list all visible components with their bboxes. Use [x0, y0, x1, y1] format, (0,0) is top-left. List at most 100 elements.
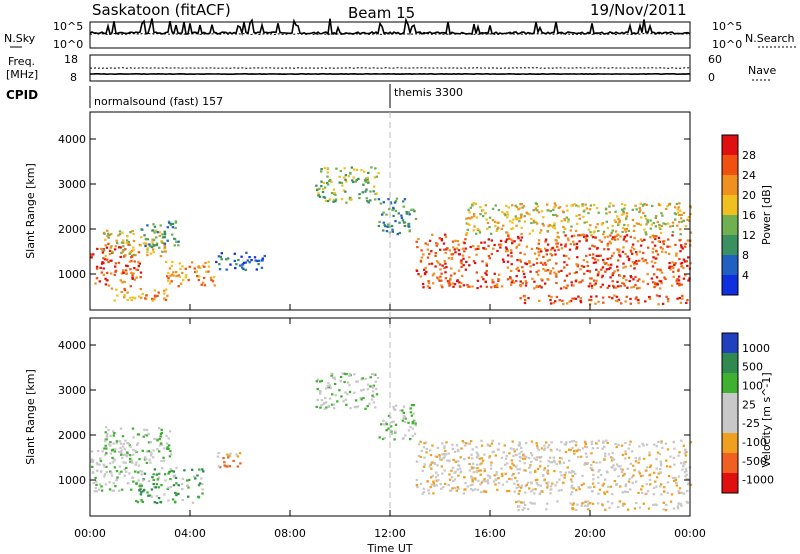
heatmap-cell: [480, 439, 483, 442]
heatmap-cell: [478, 231, 482, 234]
heatmap-cell: [153, 437, 156, 440]
heatmap-cell: [525, 442, 528, 445]
heatmap-cell: [539, 484, 542, 487]
heatmap-cell: [617, 259, 620, 262]
heatmap-cell: [555, 239, 558, 242]
heatmap-cell: [687, 481, 690, 484]
heatmap-cell: [639, 244, 643, 247]
heatmap-cell: [546, 502, 549, 505]
heatmap-cell: [391, 230, 394, 233]
heatmap-cell: [140, 296, 143, 299]
heatmap-cell: [123, 294, 126, 297]
heatmap-cell: [453, 283, 457, 286]
heatmap-cell: [666, 222, 670, 225]
heatmap-cell: [115, 288, 118, 291]
colorbar-tick-label: 25: [742, 398, 756, 411]
heatmap-cell: [598, 254, 601, 257]
heatmap-cell: [428, 252, 431, 256]
heatmap-cell: [496, 228, 499, 231]
heatmap-cell: [170, 469, 173, 473]
heatmap-cell: [674, 218, 677, 221]
heatmap-cell: [367, 171, 370, 174]
heatmap-cell: [140, 228, 143, 231]
heatmap-cell: [529, 270, 532, 273]
heatmap-cell: [147, 432, 150, 435]
nsky-panel: [89, 21, 691, 49]
heatmap-cell: [181, 477, 185, 480]
heatmap-cell: [659, 485, 662, 488]
heatmap-cell: [104, 426, 108, 429]
heatmap-cell: [461, 440, 464, 443]
heatmap-cell: [673, 263, 676, 267]
heatmap-cell: [636, 279, 639, 282]
y-tick-label: 4000: [58, 339, 86, 352]
heatmap-cell: [549, 272, 552, 275]
heatmap-cell: [627, 480, 631, 483]
heatmap-cell: [675, 254, 678, 257]
heatmap-cell: [107, 429, 110, 432]
heatmap-cell: [553, 271, 556, 274]
heatmap-cell: [575, 263, 578, 266]
heatmap-cell: [602, 482, 606, 485]
heatmap-cell: [523, 295, 527, 298]
heatmap-cell: [535, 222, 539, 225]
heatmap-cell: [110, 287, 114, 290]
heatmap-cell: [491, 207, 495, 210]
heatmap-cell: [371, 385, 374, 388]
heatmap-cell: [158, 444, 162, 447]
heatmap-cell: [339, 169, 342, 173]
heatmap-cell: [521, 508, 524, 512]
heatmap-cell: [607, 263, 610, 267]
heatmap-cell: [157, 476, 161, 479]
heatmap-cell: [591, 490, 594, 493]
heatmap-cell: [586, 264, 589, 268]
heatmap-cell: [677, 279, 681, 282]
heatmap-cell: [511, 239, 514, 243]
heatmap-cell: [575, 246, 579, 249]
heatmap-cell: [596, 246, 599, 249]
heatmap-cell: [475, 451, 478, 454]
heatmap-cell: [104, 483, 108, 486]
heatmap-cell: [591, 482, 595, 485]
heatmap-cell: [369, 376, 372, 379]
heatmap-cell: [120, 251, 123, 254]
heatmap-cell: [111, 456, 114, 459]
heatmap-cell: [188, 265, 191, 268]
heatmap-cell: [553, 227, 557, 230]
heatmap-cell: [257, 259, 261, 262]
heatmap-cell: [106, 271, 109, 274]
heatmap-cell: [666, 205, 669, 208]
heatmap-cell: [100, 489, 104, 492]
heatmap-cell: [161, 241, 164, 244]
heatmap-cell: [470, 476, 473, 479]
heatmap-cell: [207, 265, 211, 268]
heatmap-cell: [512, 281, 516, 284]
heatmap-cell: [543, 467, 547, 470]
heatmap-cell: [457, 269, 461, 272]
heatmap-cell: [398, 221, 401, 224]
heatmap-cell: [654, 216, 657, 219]
heatmap-cell: [590, 287, 594, 290]
heatmap-cell: [657, 236, 661, 239]
heatmap-cell: [568, 459, 571, 462]
heatmap-cell: [457, 253, 461, 256]
heatmap-cell: [591, 257, 594, 260]
colorbar-segment: [722, 135, 738, 155]
heatmap-cell: [147, 441, 151, 444]
heatmap-cell: [609, 485, 613, 488]
heatmap-cell: [357, 177, 360, 180]
heatmap-cell: [428, 239, 432, 242]
heatmap-cell: [575, 214, 578, 218]
heatmap-cell: [316, 398, 319, 402]
heatmap-cell: [321, 190, 325, 194]
heatmap-cell: [407, 211, 410, 214]
heatmap-cell: [136, 501, 140, 504]
heatmap-cell: [126, 441, 129, 444]
heatmap-cell: [605, 220, 608, 223]
heatmap-cell: [558, 460, 561, 463]
date-title: 19/Nov/2011: [590, 1, 687, 19]
heatmap-cell: [660, 212, 663, 215]
heatmap-cell: [239, 462, 242, 465]
heatmap-cell: [177, 484, 180, 487]
